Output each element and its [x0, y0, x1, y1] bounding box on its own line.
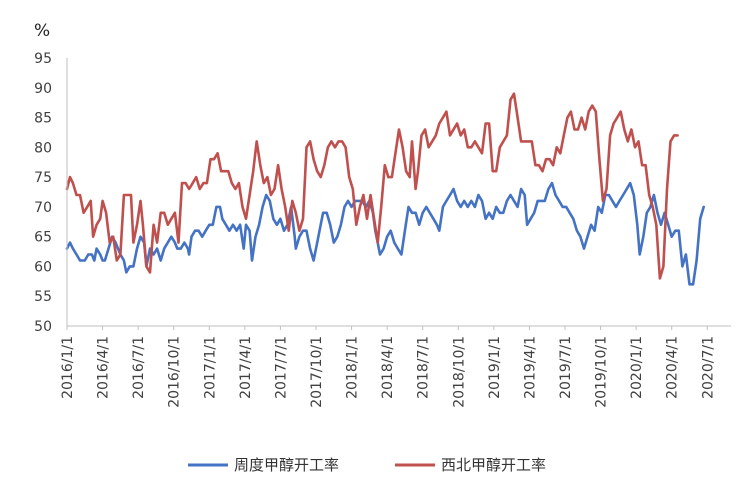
- y-tick-label: 95: [34, 51, 52, 67]
- x-tick-label: 2018/1/1: [345, 336, 361, 399]
- x-tick-label: 2016/1/1: [60, 336, 76, 399]
- x-tick-label: 2017/10/1: [309, 336, 325, 408]
- series-line-1: [65, 181, 705, 286]
- x-tick-label: 2017/4/1: [238, 336, 254, 399]
- y-tick-label: 55: [34, 289, 52, 305]
- series-line-2: [65, 92, 679, 280]
- y-tick-label: 60: [34, 259, 52, 275]
- x-tick-label: 2016/10/1: [167, 336, 183, 408]
- x-tick-label: 2019/7/1: [558, 336, 574, 399]
- x-tick-label: 2017/7/1: [273, 336, 289, 399]
- x-tick-label: 2018/4/1: [380, 336, 396, 399]
- x-tick-label: 2020/7/1: [700, 336, 716, 399]
- y-tick-label: 85: [34, 111, 52, 127]
- x-tick-label: 2019/1/1: [487, 336, 503, 399]
- y-tick-label: 65: [34, 230, 52, 246]
- y-tick-label: 75: [34, 170, 52, 186]
- x-tick-label: 2020/4/1: [665, 336, 681, 399]
- y-axis-ticks: 50 55 60 65 70 75 80 85 90 95: [34, 51, 52, 335]
- x-tick-label: 2018/10/1: [451, 336, 467, 408]
- series-lines: [65, 92, 705, 286]
- legend-label: 周度甲醇开工率: [234, 456, 339, 474]
- y-tick-label: 70: [34, 200, 52, 216]
- x-tick-label: 2019/10/1: [594, 336, 610, 408]
- y-tick-label: 90: [34, 81, 52, 97]
- x-axis-ticks: 2016/1/1 2016/4/1 2016/7/1 2016/10/1 2017/1/…: [60, 326, 716, 408]
- x-tick-label: 2020/1/1: [629, 336, 645, 399]
- y-tick-label: 50: [34, 319, 52, 335]
- legend: 周度甲醇开工率 西北甲醇开工率: [188, 456, 546, 474]
- x-tick-label: 2016/7/1: [131, 336, 147, 399]
- x-tick-label: 2017/1/1: [202, 336, 218, 399]
- y-tick-label: 80: [34, 140, 52, 156]
- y-unit-label: %: [34, 21, 50, 41]
- x-tick-label: 2018/7/1: [416, 336, 432, 399]
- x-tick-label: 2019/4/1: [522, 336, 538, 399]
- x-tick-label: 2016/4/1: [96, 336, 112, 399]
- legend-label: 西北甲醇开工率: [441, 456, 546, 474]
